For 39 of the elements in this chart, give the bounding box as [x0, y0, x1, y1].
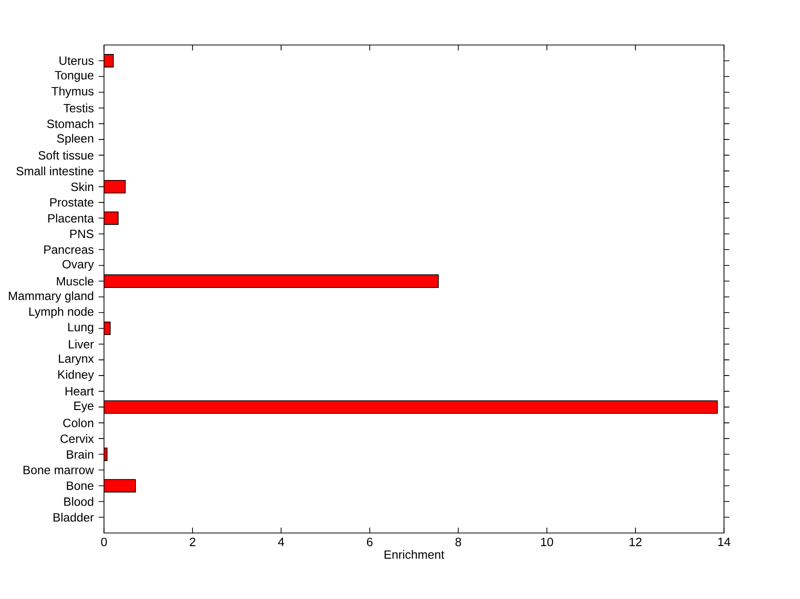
y-tick-label: Muscle	[56, 276, 94, 286]
x-tick-label: 14	[718, 538, 730, 546]
x-tick-label: 6	[366, 538, 373, 546]
y-tick-label: Small intestine	[16, 166, 94, 176]
y-tick-label: Spleen	[57, 134, 94, 146]
y-tick-label: Soft tissue	[38, 150, 94, 160]
x-tick-label: 4	[278, 538, 284, 546]
y-tick-label: Cervix	[60, 434, 94, 443]
x-axis-title: Enrichment	[384, 550, 444, 559]
x-tick-label: 12	[630, 538, 642, 546]
y-tick-label: Brain	[66, 450, 94, 459]
y-tick-label: Bone marrow	[24, 466, 94, 474]
y-tick-label: Liver	[68, 340, 94, 349]
y-tick-label: Thymus	[52, 86, 94, 98]
y-tick-label: Ovary	[62, 260, 94, 271]
y-tick-label: Placenta	[48, 214, 94, 223]
y-tick-label: Larynx	[58, 354, 94, 366]
y-tick-label: Bone	[66, 482, 94, 490]
y-tick-label: Bladder	[54, 512, 94, 522]
y-tick-label: Tongue	[54, 71, 94, 82]
x-tick-label: 2	[190, 538, 196, 546]
y-tick-label: Lung	[68, 322, 94, 334]
y-tick-label: Uterus	[60, 56, 94, 65]
y-tick-label: Pancreas	[44, 245, 94, 254]
x-tick-label: 0	[101, 538, 107, 546]
y-tick-label: Testis	[64, 104, 94, 112]
y-tick-label: Mammary gland	[8, 291, 94, 302]
y-tick-label: Skin	[71, 182, 94, 192]
y-tick-label: Heart	[66, 387, 94, 396]
x-tick-label: 8	[455, 538, 462, 546]
x-tick-label: 10	[541, 538, 554, 546]
y-tick-label: Stomach	[47, 119, 94, 128]
y-tick-label: Colon	[63, 418, 94, 428]
y-tick-label: Eye	[74, 402, 94, 412]
y-tick-label: Kidney	[58, 370, 94, 382]
y-tick-label: Lymph node	[29, 307, 94, 318]
y-tick-label: PNS	[70, 230, 94, 238]
y-tick-label: Blood	[64, 497, 94, 506]
y-tick-label: Prostate	[50, 198, 94, 207]
